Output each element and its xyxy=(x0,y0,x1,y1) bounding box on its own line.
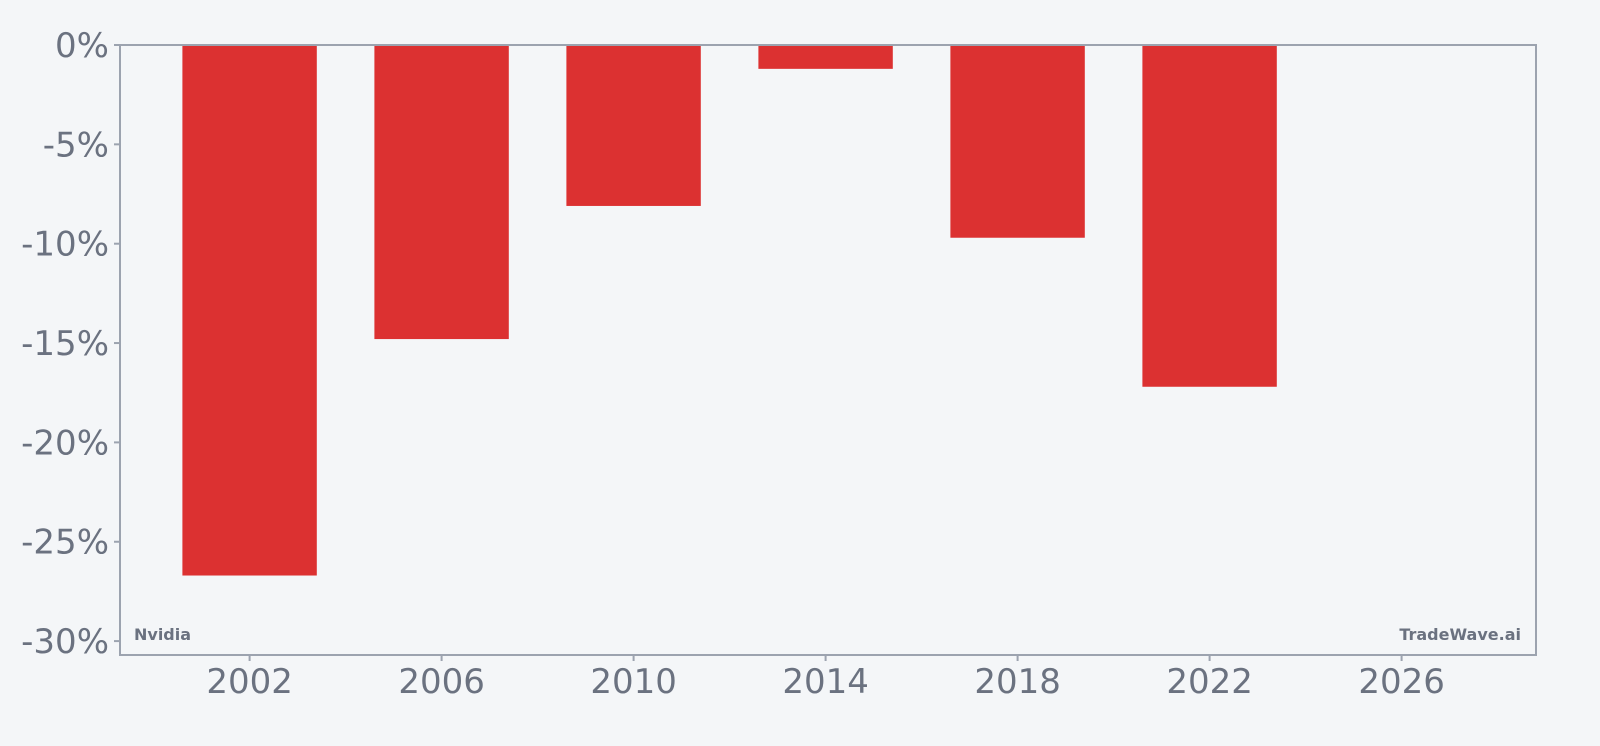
bar-2018 xyxy=(950,45,1085,238)
y-tick-label: -30% xyxy=(21,622,109,662)
x-tick-label: 2002 xyxy=(206,662,293,702)
company-label: Nvidia xyxy=(134,625,191,644)
x-tick-label: 2018 xyxy=(974,662,1061,702)
bars-group xyxy=(182,45,1277,576)
x-tick-label: 2026 xyxy=(1358,662,1445,702)
y-tick-label: -20% xyxy=(21,423,109,463)
bar-2014 xyxy=(758,45,893,69)
bar-2002 xyxy=(182,45,317,576)
watermark-label: TradeWave.ai xyxy=(1399,625,1521,644)
bar-2006 xyxy=(374,45,509,340)
y-tick-label: -25% xyxy=(21,523,109,563)
bar-2010 xyxy=(566,45,701,206)
x-tick-label: 2006 xyxy=(398,662,485,702)
y-tick-label: -10% xyxy=(21,225,109,265)
y-axis: 0% -5% -10% -15% -20% -25% -30% xyxy=(21,26,120,662)
y-tick-label: 0% xyxy=(55,26,109,66)
x-tick-label: 2022 xyxy=(1166,662,1253,702)
y-tick-label: -15% xyxy=(21,324,109,364)
x-tick-label: 2014 xyxy=(782,662,869,702)
bar-2022 xyxy=(1142,45,1277,387)
y-tick-label: -5% xyxy=(43,125,109,165)
x-axis: 2002 2006 2010 2014 2018 2022 2026 xyxy=(206,655,1445,702)
x-tick-label: 2010 xyxy=(590,662,677,702)
plot-frame xyxy=(119,44,1537,656)
